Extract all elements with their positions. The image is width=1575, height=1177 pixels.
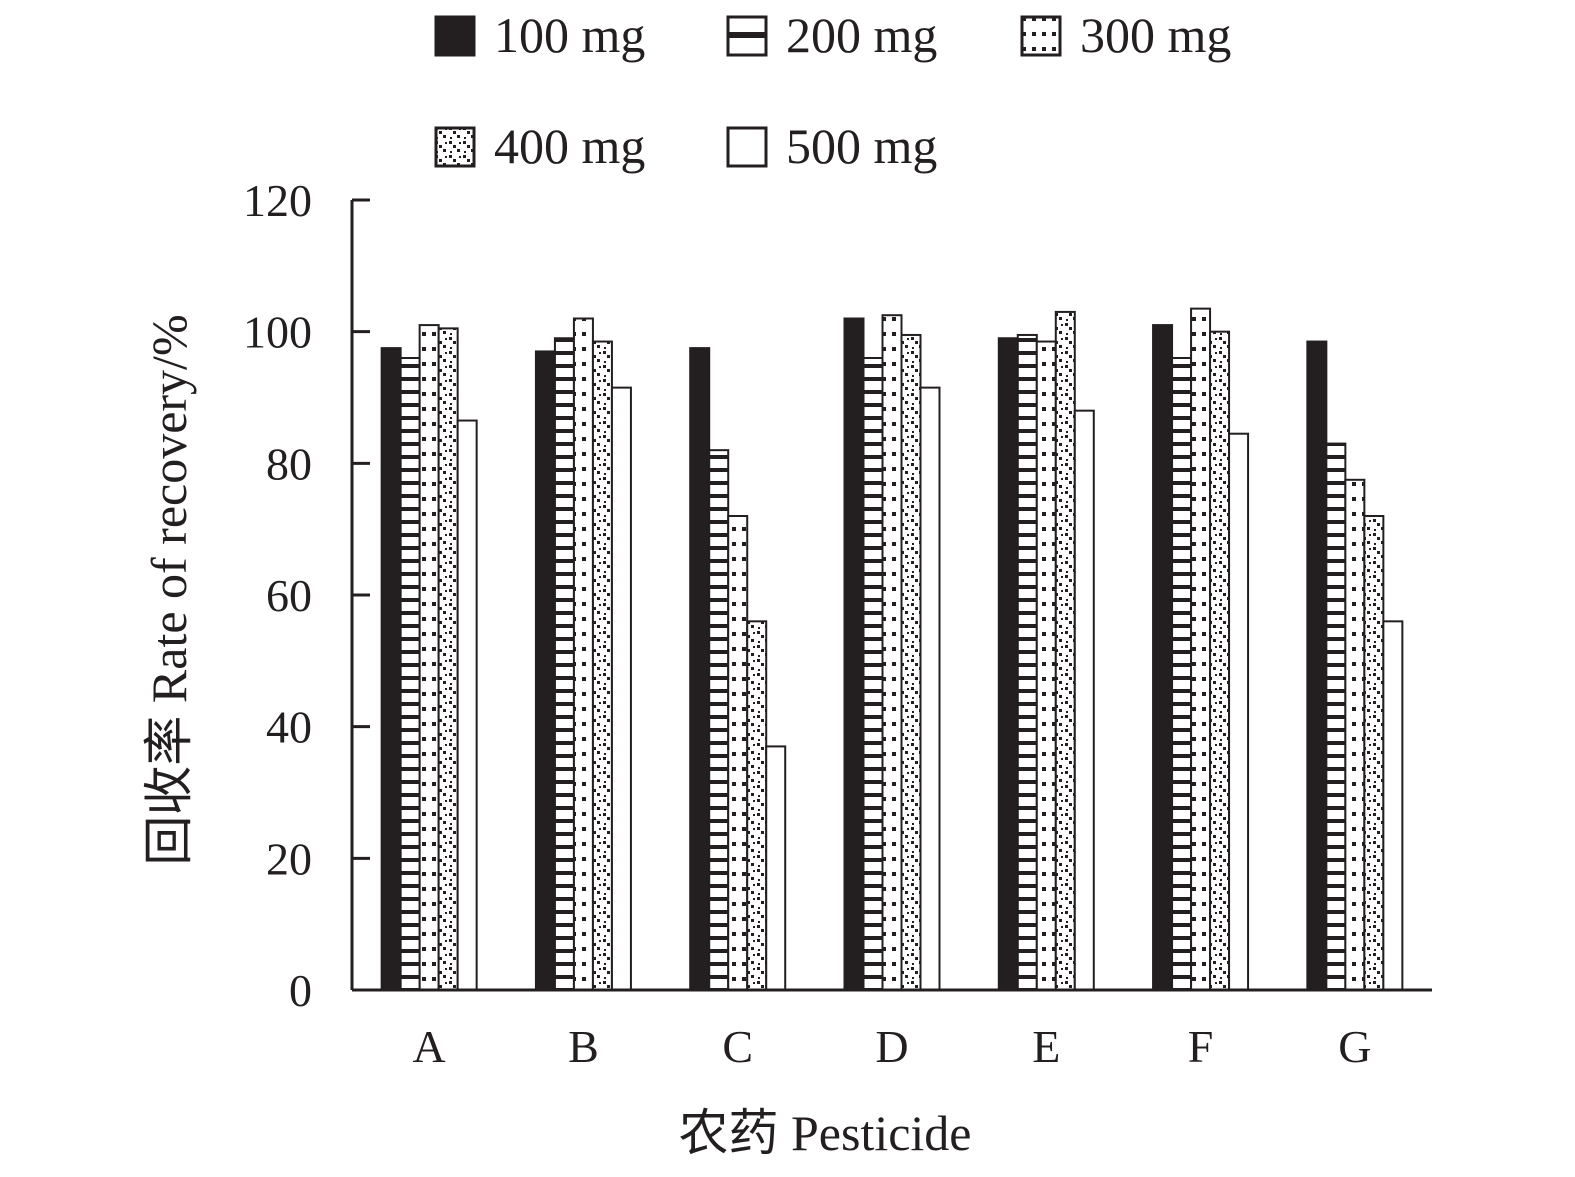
bar-C-300mg: C 300 mg: 72 — [727, 515, 749, 991]
bar-G-300mg: G 300 mg: 77.5 — [1344, 478, 1366, 991]
y-tick-label-100: 100 — [243, 307, 312, 358]
x-tick-label-E: E — [1032, 1021, 1060, 1072]
x-tick-label-B: B — [568, 1021, 599, 1072]
x-axis-title: 农药 Pesticide — [678, 1105, 971, 1161]
bar-D-100mg: D 100 mg: 102 — [843, 317, 865, 991]
legend-label-200mg: 200 mg — [786, 7, 937, 63]
legend-label-400mg: 400 mg — [494, 118, 645, 174]
bar-A-500mg: A 500 mg: 86.5 — [456, 419, 478, 991]
x-tick-label-C: C — [722, 1021, 753, 1072]
bar-B-500mg: B 500 mg: 91.5 — [610, 386, 632, 991]
bar-B-100mg: B 100 mg: 97 — [534, 350, 556, 991]
bar-A-200mg: A 200 mg: 96 — [399, 357, 421, 991]
y-tick-label-20: 20 — [266, 833, 312, 884]
y-tick-label-80: 80 — [266, 438, 312, 489]
x-tick-label-D: D — [875, 1021, 908, 1072]
x-tick-label-G: G — [1338, 1021, 1371, 1072]
bar-D-500mg: D 500 mg: 91.5 — [919, 386, 941, 991]
bar-F-400mg: F 400 mg: 100 — [1209, 330, 1231, 991]
bar-A-100mg: A 100 mg: 97.5 — [380, 347, 402, 991]
bar-G-500mg: G 500 mg: 56 — [1382, 620, 1404, 991]
bar-D-400mg: D 400 mg: 99.5 — [900, 333, 922, 992]
bar-G-100mg: G 100 mg: 98.5 — [1306, 340, 1328, 991]
bar-C-100mg: C 100 mg: 97.5 — [689, 347, 711, 991]
bar-F-200mg: F 200 mg: 96 — [1171, 357, 1193, 991]
bar-B-400mg: B 400 mg: 98.5 — [591, 340, 613, 991]
bar-C-500mg: C 500 mg: 37 — [765, 745, 787, 992]
y-tick-label-40: 40 — [266, 702, 312, 753]
bar-F-300mg: F 300 mg: 103.5 — [1190, 307, 1212, 991]
bar-E-200mg: E 200 mg: 99.5 — [1016, 333, 1038, 992]
bar-E-300mg: E 300 mg: 98.5 — [1035, 340, 1057, 991]
legend-swatch-100mg — [434, 15, 476, 57]
bar-D-200mg: D 200 mg: 96 — [862, 357, 884, 991]
bar-F-500mg: F 500 mg: 84.5 — [1228, 432, 1250, 992]
bar-E-500mg: E 500 mg: 88 — [1073, 409, 1095, 991]
bar-B-200mg: B 200 mg: 99 — [553, 337, 575, 991]
bar-A-400mg: A 400 mg: 100.5 — [437, 327, 459, 991]
y-tick-label-60: 60 — [266, 570, 312, 621]
bar-G-200mg: G 200 mg: 83 — [1325, 442, 1347, 992]
bar-C-400mg: C 400 mg: 56 — [746, 620, 768, 991]
bar-A-300mg: A 300 mg: 101 — [418, 324, 440, 992]
legend: 100 mg 200 mg 300 mg 400 mg 500 mg — [434, 7, 1231, 174]
bar-G-400mg: G 400 mg: 72 — [1363, 515, 1385, 991]
bar-C-200mg: C 200 mg: 82 — [708, 449, 730, 991]
axes-layer: 0 20 40 60 80 100 120 — [243, 175, 1432, 1016]
y-tick-label-120: 120 — [243, 175, 312, 226]
legend-swatch-rung — [728, 32, 766, 38]
legend-swatch-400mg — [434, 126, 476, 168]
legend-label-100mg: 100 mg — [494, 7, 645, 63]
y-axis-title: 回收率 Rate of recovery/% — [141, 314, 197, 865]
bar-E-100mg: E 100 mg: 99 — [997, 337, 1019, 991]
bar-B-300mg: B 300 mg: 102 — [572, 317, 594, 991]
y-tick-label-0: 0 — [289, 965, 312, 1016]
legend-label-500mg: 500 mg — [786, 118, 937, 174]
x-tick-label-F: F — [1188, 1021, 1214, 1072]
bar-D-300mg: D 300 mg: 102.5 — [881, 314, 903, 992]
legend-label-300mg: 300 mg — [1080, 7, 1231, 63]
bar-F-100mg: F 100 mg: 101 — [1152, 324, 1174, 992]
x-tick-label-A: A — [413, 1021, 446, 1072]
bars-layer: A 100 mg: 97.5A 200 mg: 96A 300 mg: 101A… — [380, 307, 1404, 1072]
legend-swatch-500mg — [726, 126, 768, 168]
bar-E-400mg: E 400 mg: 103 — [1054, 310, 1076, 991]
legend-swatch-300mg — [1020, 15, 1062, 57]
